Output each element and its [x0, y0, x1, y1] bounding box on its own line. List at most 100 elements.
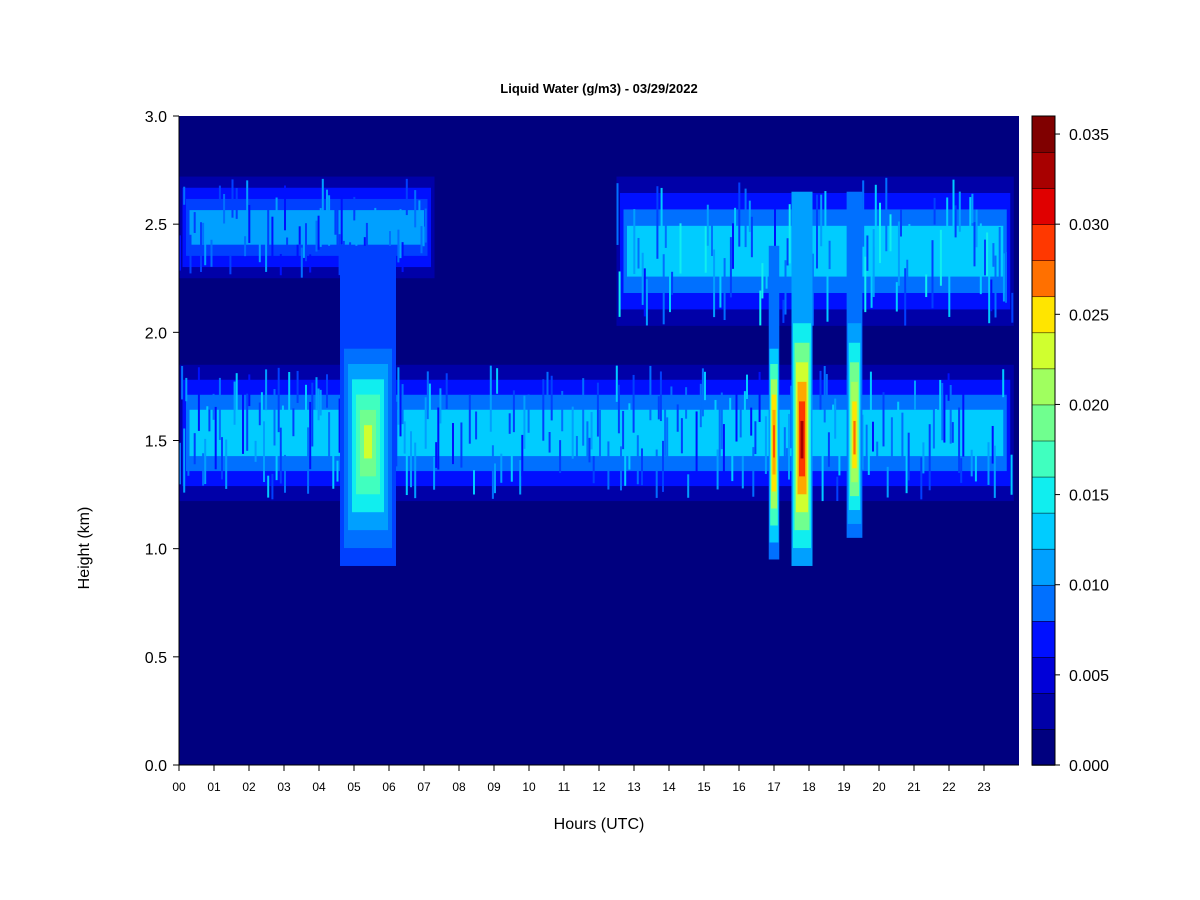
cloud-streak: [500, 453, 503, 483]
cloud-streak: [210, 239, 213, 267]
x-tick-label: 22: [942, 780, 956, 794]
cloud-streak: [277, 367, 280, 433]
cloud-streak: [719, 248, 722, 308]
cloud-streak: [785, 448, 788, 470]
x-tick-label: 21: [907, 780, 921, 794]
cloud-streak: [248, 374, 251, 407]
colorbar-swatch: [1031, 151, 1056, 189]
cloud-streak: [508, 413, 511, 434]
cloud-streak: [872, 421, 874, 452]
cloud-streak: [405, 178, 408, 216]
cloud-streak: [244, 236, 247, 257]
cloud-streak: [882, 392, 885, 447]
cloud-streak: [897, 221, 900, 286]
cloud-streak: [317, 388, 320, 421]
cloud-streak: [588, 437, 591, 463]
cloud-streak: [258, 402, 261, 426]
cloud-streak: [315, 377, 318, 411]
cloud-streak: [218, 185, 221, 210]
cloud-streak: [643, 268, 646, 317]
cloud-streak: [437, 407, 440, 470]
cloud-streak: [179, 442, 181, 485]
cloud-streak: [656, 186, 659, 259]
colorbar: 0.000 0.005 0.010 0.015 0.020 0.025 0.030 0.035: [1031, 115, 1109, 775]
cloud-streak: [473, 470, 475, 495]
cloud-streak: [782, 299, 785, 323]
cloud-streak: [401, 242, 404, 273]
cloud-streak: [571, 406, 574, 459]
cloud-streak: [743, 391, 746, 428]
x-tick-label: 16: [732, 780, 746, 794]
colorbar-tick-label: 0.005: [1069, 668, 1109, 685]
colorbar-swatch: [1031, 728, 1056, 766]
colorbar-swatch: [1031, 548, 1056, 586]
cloud-streak: [275, 424, 278, 481]
cloud-streak: [452, 423, 454, 465]
cloud-streak: [491, 445, 494, 499]
colorbar-tick-label: 0.035: [1069, 127, 1109, 144]
cloud-streak: [183, 428, 186, 493]
cloud-streak: [420, 226, 423, 254]
cloud-streak: [905, 439, 908, 494]
cloud-streak: [632, 374, 635, 433]
cloud-streak: [935, 409, 937, 436]
cloud-streak: [340, 194, 343, 245]
cloud-streak: [735, 381, 738, 442]
cloud-streak: [179, 235, 181, 271]
cloud-streak: [618, 271, 621, 317]
cloud-streak: [218, 377, 221, 440]
cloud-streak: [836, 476, 839, 502]
cloud-streak: [820, 194, 823, 247]
cloud-streak: [834, 398, 837, 439]
cloud-streak: [235, 188, 238, 219]
cloud-streak: [901, 412, 904, 468]
cloud-streak: [185, 377, 188, 402]
cloud-streak: [907, 432, 910, 481]
cloud-streak: [906, 259, 909, 289]
cloud-streak: [496, 368, 499, 394]
x-tick-label: 08: [452, 780, 466, 794]
convective-cell-band: [364, 425, 372, 459]
cloud-streak: [202, 222, 205, 245]
x-tick-label: 12: [592, 780, 606, 794]
x-tick-label: 17: [767, 780, 781, 794]
colorbar-tick-label: 0.000: [1069, 758, 1109, 775]
cloud-streak: [641, 448, 643, 486]
cloud-streak: [399, 209, 402, 259]
cloud-streak: [633, 209, 636, 275]
cloud-streak: [641, 252, 644, 305]
cloud-streak: [666, 417, 669, 458]
cloud-streak: [885, 177, 888, 252]
cloud-streak: [296, 370, 299, 403]
colorbar-swatch: [1031, 115, 1056, 153]
x-tick-label: 06: [382, 780, 396, 794]
cloud-streak: [607, 441, 610, 490]
y-tick-label: 3.0: [145, 109, 167, 126]
x-tick-label: 20: [872, 780, 886, 794]
colorbar-swatch: [1031, 584, 1056, 622]
cloud-streak: [1011, 292, 1014, 323]
x-tick-label: 23: [977, 780, 991, 794]
cloud-streak: [620, 446, 622, 491]
x-tick-label: 05: [347, 780, 361, 794]
cloud-streak: [263, 421, 265, 483]
x-tick-label: 09: [487, 780, 501, 794]
cloud-streak: [527, 394, 530, 433]
cloud-streak: [973, 222, 976, 267]
cloud-streak: [975, 209, 978, 248]
cloud-streak: [519, 460, 522, 495]
cloud-streak: [200, 222, 202, 272]
cloud-streak: [825, 374, 828, 401]
x-tick-label: 02: [242, 780, 256, 794]
cloud-streak: [706, 204, 709, 246]
cloud-streak: [774, 204, 776, 273]
colorbar-swatch: [1031, 296, 1056, 334]
cloud-streak: [559, 440, 562, 474]
cloud-streak: [300, 247, 303, 278]
cloud-streak: [426, 371, 429, 420]
cloud-streak: [271, 216, 274, 264]
y-tick-label: 1.5: [145, 434, 167, 451]
cloud-streak: [784, 260, 787, 315]
cloud-streak: [319, 208, 322, 247]
